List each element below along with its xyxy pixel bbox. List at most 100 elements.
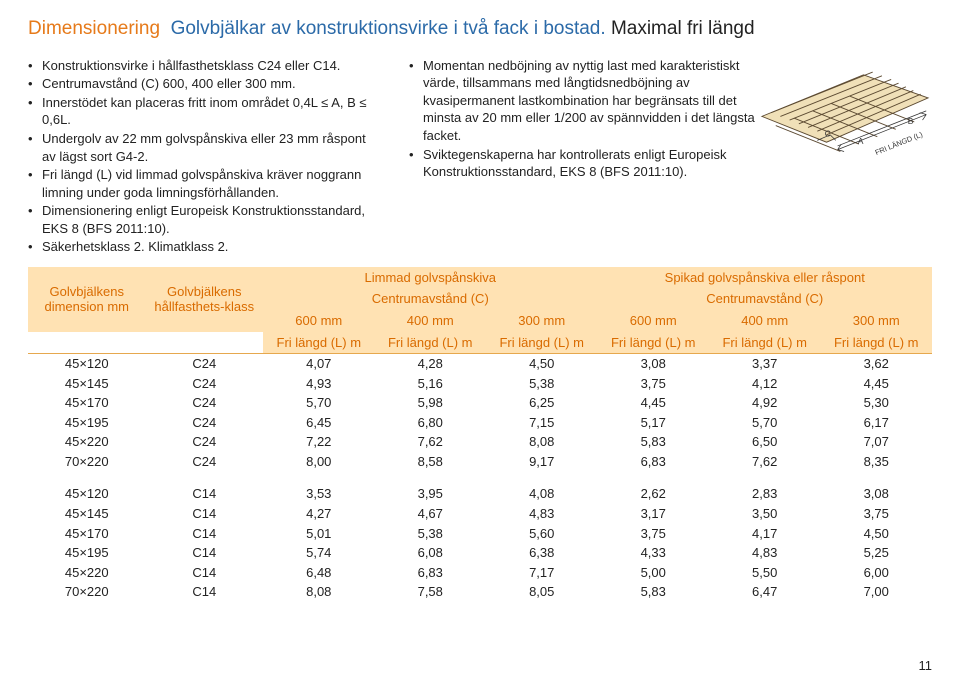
table-cell: 2,83: [709, 471, 820, 504]
right-bullet-list: Momentan nedböjning av nyttig last med k…: [409, 57, 762, 181]
table-cell: 8,58: [375, 452, 486, 472]
table-cell: 4,28: [375, 354, 486, 374]
th-600: 600 mm: [263, 310, 374, 332]
table-cell: 45×220: [28, 432, 146, 452]
table-cell: 4,83: [709, 543, 820, 563]
table-cell: 45×145: [28, 504, 146, 524]
table-cell: 45×145: [28, 374, 146, 394]
th-400: 400 mm: [709, 310, 820, 332]
table-cell: 4,67: [375, 504, 486, 524]
table-row: 45×195C246,456,807,155,175,706,17: [28, 413, 932, 433]
table-cell: 7,15: [486, 413, 597, 433]
table-row: 45×120C143,533,954,082,622,833,08: [28, 471, 932, 504]
table-cell: 4,50: [486, 354, 597, 374]
table-cell: 45×120: [28, 471, 146, 504]
table-cell: 6,48: [263, 563, 374, 583]
table-row: 45×145C244,935,165,383,754,124,45: [28, 374, 932, 394]
table-cell: 5,83: [597, 432, 708, 452]
table-cell: 2,62: [597, 471, 708, 504]
table-cell: 4,92: [709, 393, 820, 413]
th-free: Fri längd (L) m: [597, 332, 708, 354]
table-row: 70×220C148,087,588,055,836,477,00: [28, 582, 932, 602]
table-cell: 4,93: [263, 374, 374, 394]
table-cell: C14: [146, 563, 264, 583]
table-cell: 5,00: [597, 563, 708, 583]
title-part-3: Maximal fri längd: [611, 18, 755, 39]
table-row: 45×170C245,705,986,254,454,925,30: [28, 393, 932, 413]
table-cell: 3,08: [820, 471, 932, 504]
table-cell: 3,17: [597, 504, 708, 524]
th-free: Fri längd (L) m: [820, 332, 932, 354]
title-part-2: Golvbjälkar av konstruktionsvirke i två …: [171, 18, 606, 39]
list-item: Fri längd (L) vid limmad golvspånskiva k…: [28, 166, 381, 201]
table-cell: 3,53: [263, 471, 374, 504]
table-cell: 4,45: [820, 374, 932, 394]
table-cell: 4,45: [597, 393, 708, 413]
table-cell: 3,75: [597, 524, 708, 544]
table-cell: C24: [146, 432, 264, 452]
table-cell: 4,12: [709, 374, 820, 394]
table-cell: C14: [146, 504, 264, 524]
table-cell: 45×170: [28, 393, 146, 413]
th-400: 400 mm: [375, 310, 486, 332]
table-cell: 70×220: [28, 452, 146, 472]
table-cell: 5,83: [597, 582, 708, 602]
table-cell: 45×220: [28, 563, 146, 583]
table-cell: 8,08: [263, 582, 374, 602]
intro-col-right: Momentan nedböjning av nyttig last med k…: [409, 57, 932, 257]
table-cell: 5,01: [263, 524, 374, 544]
th-group-b: Spikad golvspånskiva eller råspont: [597, 267, 932, 289]
table-cell: 7,22: [263, 432, 374, 452]
table-cell: 8,08: [486, 432, 597, 452]
table-cell: 5,25: [820, 543, 932, 563]
th-cls: Golvbjälkens hållfasthets-klass: [146, 267, 264, 332]
table-row: 45×145C144,274,674,833,173,503,75: [28, 504, 932, 524]
table-cell: 3,95: [375, 471, 486, 504]
table-cell: 45×195: [28, 543, 146, 563]
table-cell: 6,83: [375, 563, 486, 583]
table-cell: 5,17: [597, 413, 708, 433]
intro-col-left: Konstruktionsvirke i hållfasthetsklass C…: [28, 57, 381, 257]
th-dim: Golvbjälkens dimension mm: [28, 267, 146, 332]
table-cell: 70×220: [28, 582, 146, 602]
table-cell: 3,50: [709, 504, 820, 524]
table-cell: C24: [146, 374, 264, 394]
table-cell: 4,08: [486, 471, 597, 504]
table-row: 45×170C145,015,385,603,754,174,50: [28, 524, 932, 544]
table-cell: 5,98: [375, 393, 486, 413]
table-cell: 6,45: [263, 413, 374, 433]
list-item: Centrumavstånd (C) 600, 400 eller 300 mm…: [28, 75, 381, 93]
table-cell: 8,35: [820, 452, 932, 472]
table-cell: 7,17: [486, 563, 597, 583]
list-item: Konstruktionsvirke i hållfasthetsklass C…: [28, 57, 381, 75]
table-cell: 3,37: [709, 354, 820, 374]
title-part-1: Dimensionering: [28, 18, 160, 39]
table-cell: C14: [146, 582, 264, 602]
table-cell: 3,08: [597, 354, 708, 374]
list-item: Momentan nedböjning av nyttig last med k…: [409, 57, 762, 145]
table-cell: 5,60: [486, 524, 597, 544]
table-cell: 4,17: [709, 524, 820, 544]
table-cell: 6,38: [486, 543, 597, 563]
table-cell: C14: [146, 471, 264, 504]
table-cell: 3,75: [597, 374, 708, 394]
page-title: Dimensionering Golvbjälkar av konstrukti…: [28, 18, 932, 41]
table-cell: 5,38: [486, 374, 597, 394]
table-cell: 5,70: [709, 413, 820, 433]
table-cell: 7,00: [820, 582, 932, 602]
table-row: 45×220C146,486,837,175,005,506,00: [28, 563, 932, 583]
table-cell: C14: [146, 524, 264, 544]
table-cell: 6,25: [486, 393, 597, 413]
table-cell: 4,33: [597, 543, 708, 563]
table-row: 45×195C145,746,086,384,334,835,25: [28, 543, 932, 563]
list-item: Sviktegenskaperna har kontrollerats enli…: [409, 146, 762, 181]
table-row: 70×220C248,008,589,176,837,628,35: [28, 452, 932, 472]
table-cell: C24: [146, 354, 264, 374]
table-cell: 7,62: [375, 432, 486, 452]
table-cell: C24: [146, 452, 264, 472]
dimension-table: Golvbjälkens dimension mm Golvbjälkens h…: [28, 267, 932, 602]
table-cell: 6,08: [375, 543, 486, 563]
table-cell: 6,17: [820, 413, 932, 433]
table-cell: 3,75: [820, 504, 932, 524]
table-cell: 5,50: [709, 563, 820, 583]
